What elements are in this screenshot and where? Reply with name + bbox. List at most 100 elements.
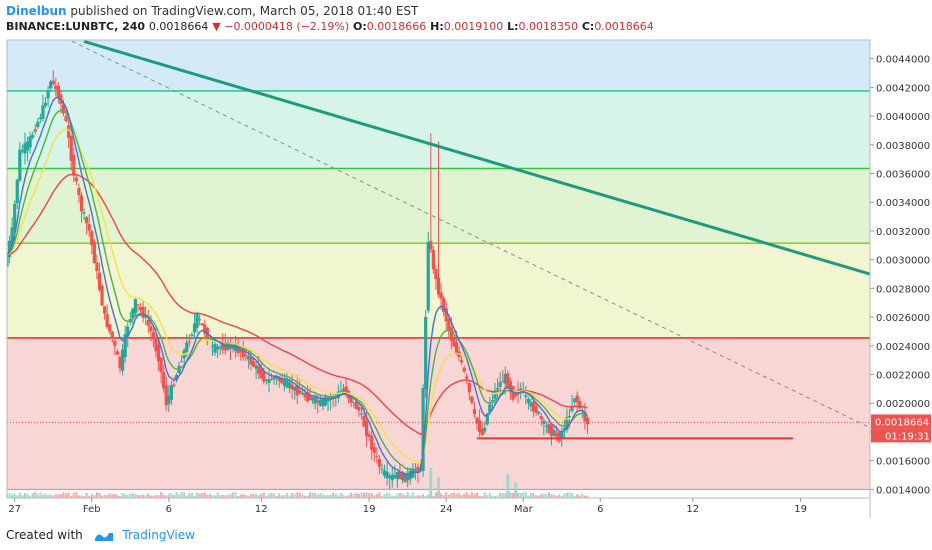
volume-bar (175, 492, 178, 498)
candle-body (257, 366, 261, 374)
volume-bar (198, 493, 201, 498)
candle-body (264, 379, 269, 381)
volume-bar (481, 495, 484, 498)
low-value: 0.0018350 (518, 20, 578, 33)
candle-body (41, 105, 45, 119)
ma-blue-line (7, 96, 589, 476)
candle-body (352, 401, 356, 403)
volume-bar (54, 494, 57, 498)
publish-info: Dinelbun published on TradingView.com, M… (6, 4, 418, 18)
volume-bar (532, 493, 535, 498)
candle-body (162, 372, 166, 389)
time-tick-label: Feb (83, 504, 101, 515)
price-tick-label: 0.0044000 (876, 55, 930, 66)
high-value: 0.0019100 (443, 20, 504, 33)
volume-bar (445, 492, 448, 498)
volume-bar (111, 493, 114, 498)
volume-bar (121, 492, 124, 498)
volume-bar (165, 495, 168, 498)
ma-green-line (7, 109, 588, 471)
time-tick-label: 19 (794, 504, 807, 515)
candle-body (7, 240, 12, 258)
ma-red-line (7, 173, 588, 436)
volume-bar (208, 493, 211, 498)
candle-body (303, 393, 307, 398)
created-with: Created with TradingView (6, 528, 195, 543)
volume-bar (321, 494, 324, 498)
volume-bar (447, 494, 450, 498)
candle-body (185, 342, 189, 354)
volume-bar (77, 495, 80, 498)
volume-bar (26, 493, 29, 498)
candle-body (174, 375, 179, 381)
volume-bar (157, 494, 160, 498)
volume-bar (398, 492, 401, 498)
volume-bar (334, 493, 337, 498)
volume-spike-bar (437, 477, 440, 498)
volume-bar (134, 493, 137, 498)
volume-bar (162, 494, 165, 498)
volume-bar (458, 492, 461, 498)
candle-body (18, 149, 22, 181)
candle-body (61, 104, 66, 114)
volume-bar (234, 492, 237, 498)
volume-bar (288, 495, 291, 498)
volume-bar (542, 493, 545, 498)
candle-body (133, 299, 138, 314)
candle-body (336, 391, 340, 399)
volume-bar (573, 495, 576, 498)
volume-bar (85, 492, 88, 498)
volume-bar (47, 494, 50, 498)
volume-bar (75, 492, 78, 498)
candle-body (547, 423, 551, 433)
candle-body (46, 90, 50, 99)
price-tick-label: 0.0016000 (876, 457, 930, 468)
volume-bar (311, 492, 314, 498)
volume-bar (226, 494, 229, 498)
volume-bar (103, 494, 106, 498)
volume-bar (440, 493, 443, 498)
candle-body (108, 324, 112, 332)
candle-body (95, 262, 99, 272)
volume-spike-bar (506, 474, 510, 498)
candle-body (508, 381, 513, 393)
volume-bar (265, 495, 268, 498)
volume-bar (291, 493, 294, 498)
candle-body (511, 386, 515, 400)
time-tick-label: Mar (514, 504, 534, 515)
candle-body (272, 377, 276, 380)
candle-body (159, 357, 163, 373)
candle-body (77, 187, 81, 195)
volume-bar (124, 494, 127, 498)
author-link[interactable]: Dinelbun (6, 4, 67, 18)
price-tick-label: 0.0040000 (876, 112, 930, 123)
volume-bar (558, 494, 561, 498)
candle-body (439, 292, 443, 299)
candle-body (362, 415, 366, 427)
volume-bar (465, 492, 468, 498)
volume-bar (373, 495, 376, 498)
volume-bar (285, 493, 288, 498)
time-tick-label: 24 (440, 504, 453, 515)
price-chart[interactable]: 0.00140000.00160000.00180000.00200000.00… (0, 0, 932, 522)
candle-body (539, 416, 543, 420)
tradingview-brand[interactable]: TradingView (122, 528, 195, 542)
volume-bar (470, 492, 473, 498)
current-price-label: 0.0018664 (875, 417, 929, 428)
candle-body (549, 425, 554, 437)
volume-bar (13, 493, 16, 498)
volume-bar (306, 495, 309, 498)
candle-body (43, 102, 48, 106)
volume-bar (301, 494, 304, 498)
candle-body (375, 456, 379, 458)
candle-body (372, 447, 376, 453)
candle-body (562, 428, 566, 430)
candle-body (151, 332, 156, 340)
volume-bar (113, 494, 116, 498)
volume-bar (468, 494, 471, 498)
volume-bar (442, 495, 445, 498)
volume-bar (583, 495, 586, 498)
volume-bar (380, 495, 383, 498)
volume-bar (406, 492, 409, 498)
volume-bar (527, 495, 530, 498)
